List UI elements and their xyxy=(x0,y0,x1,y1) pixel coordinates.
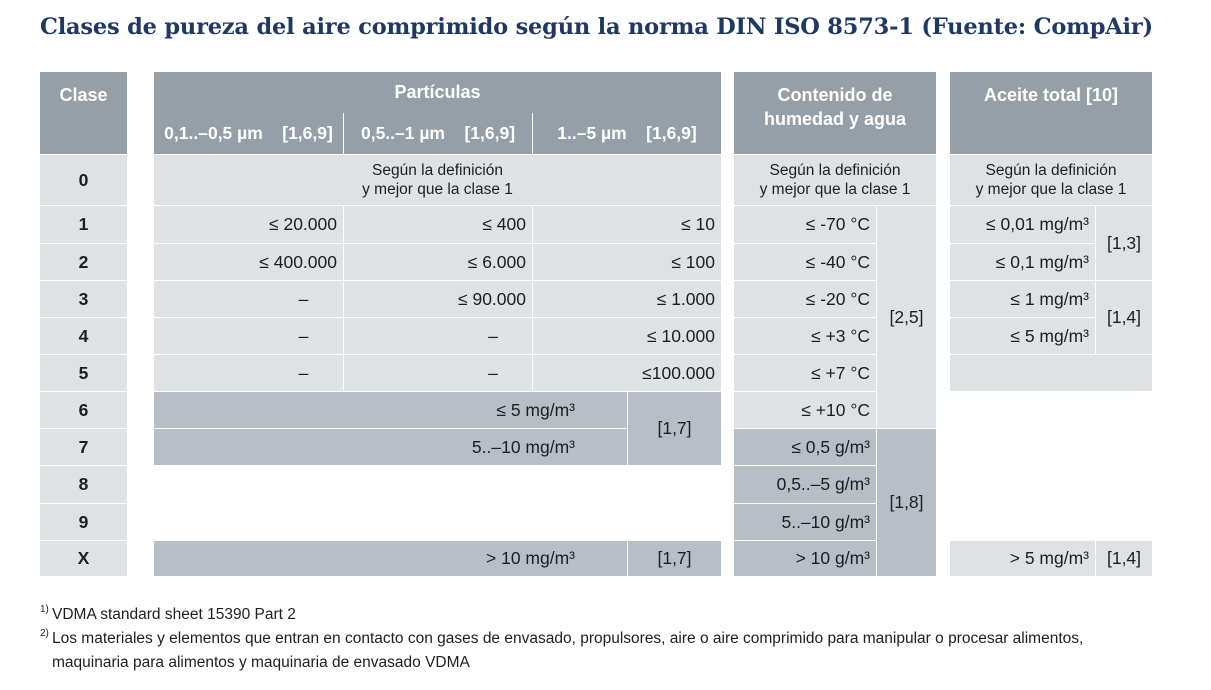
header-clase: Clase xyxy=(40,72,127,154)
particles-r3-c3: ≤ 1.000 xyxy=(532,280,721,317)
humidity-class9: 5..–10 g/m³ xyxy=(734,503,876,540)
footnote-1: 1) VDMA standard sheet 15390 Part 2 xyxy=(40,604,296,624)
humidity-class0-line2: y mejor que la clase 1 xyxy=(759,181,911,198)
oil-class0-line1: Según la definición xyxy=(985,162,1117,179)
humidity-class-x: > 10 g/m³ xyxy=(734,540,876,576)
header-humedad-line2: humedad y agua xyxy=(763,109,907,129)
header-particles-0-5-1: 0,5..–1 µm [1,6,9] xyxy=(343,113,532,154)
particles-r1-c1: ≤ 20.000 xyxy=(154,205,343,243)
particles-mass-ref-x: [1,7] xyxy=(627,540,721,576)
class-label-5: 5 xyxy=(40,354,127,391)
footnote-2-text-line2: maquinaria para alimentos y maquinaria d… xyxy=(52,654,470,671)
class-label-0: 0 xyxy=(40,154,127,205)
oil-class0-line2: y mejor que la clase 1 xyxy=(975,181,1127,198)
particles-r2-c3: ≤ 100 xyxy=(532,243,721,280)
oil-class5-empty xyxy=(950,354,1152,391)
header-particles-0-1-0-5: 0,1..–0,5 µm [1,6,9] xyxy=(154,113,343,154)
footnote-1-text: VDMA standard sheet 15390 Part 2 xyxy=(52,606,296,623)
particles-r1-c3: ≤ 10 xyxy=(532,205,721,243)
oil-class4: ≤ 5 mg/m³ xyxy=(950,317,1095,354)
humidity-ref-1-6: [2,5] xyxy=(876,205,936,428)
page-title: Clases de pureza del aire comprimido seg… xyxy=(40,14,1154,40)
class-label-9: 9 xyxy=(40,503,127,540)
humidity-class2: ≤ -40 °C xyxy=(734,243,876,280)
particles-r5-c3: ≤100.000 xyxy=(532,354,721,391)
particles-class0-line2: y mejor que la clase 1 xyxy=(362,181,513,198)
humidity-class8: 0,5..–5 g/m³ xyxy=(734,465,876,503)
oil-class0-definition: Según la definición y mejor que la clase… xyxy=(950,154,1152,205)
particles-mass-ref-6-7: [1,7] xyxy=(627,391,721,465)
class-label-3: 3 xyxy=(40,280,127,317)
humidity-ref-7-x: [1,8] xyxy=(876,428,936,576)
particles-mass-class-x: > 10 mg/m³ xyxy=(154,540,627,576)
humidity-class4: ≤ +3 °C xyxy=(734,317,876,354)
particles-r3-c1: – xyxy=(154,280,343,317)
header-aceite: Aceite total [10] xyxy=(950,72,1152,154)
oil-ref-1-2: [1,3] xyxy=(1095,205,1152,280)
humidity-class0-line1: Según la definición xyxy=(769,162,901,179)
particles-r4-c2: – xyxy=(343,317,532,354)
footnote-2-mark: 2) xyxy=(40,628,49,639)
oil-class2: ≤ 0,1 mg/m³ xyxy=(950,243,1095,280)
humidity-class1: ≤ -70 °C xyxy=(734,205,876,243)
oil-class-x: > 5 mg/m³ xyxy=(950,540,1095,576)
humidity-class5: ≤ +7 °C xyxy=(734,354,876,391)
header-particulas: Partículas xyxy=(154,72,721,113)
header-humedad-line1: Contenido de xyxy=(777,85,893,105)
class-label-7: 7 xyxy=(40,428,127,465)
header-particles-1-5: 1..–5 µm [1,6,9] xyxy=(532,113,721,154)
particles-r2-c1: ≤ 400.000 xyxy=(154,243,343,280)
footnote-2-text: Los materiales y elementos que entran en… xyxy=(52,630,1084,647)
class-label-4: 4 xyxy=(40,317,127,354)
particles-r1-c2: ≤ 400 xyxy=(343,205,532,243)
oil-ref-x: [1,4] xyxy=(1095,540,1152,576)
class-label-6: 6 xyxy=(40,391,127,428)
oil-class3: ≤ 1 mg/m³ xyxy=(950,280,1095,317)
particles-class0-line1: Según la definición xyxy=(372,162,503,179)
humidity-class3: ≤ -20 °C xyxy=(734,280,876,317)
footnote-2: 2) Los materiales y elementos que entran… xyxy=(40,628,1083,648)
particles-r4-c1: – xyxy=(154,317,343,354)
class-label-8: 8 xyxy=(40,465,127,503)
class-label-x: X xyxy=(40,540,127,576)
header-humedad: Contenido de humedad y agua xyxy=(734,72,936,154)
particles-mass-class7: 5..–10 mg/m³ xyxy=(154,428,627,465)
humidity-class7: ≤ 0,5 g/m³ xyxy=(734,428,876,465)
oil-ref-3-4: [1,4] xyxy=(1095,280,1152,354)
particles-mass-class6: ≤ 5 mg/m³ xyxy=(154,391,627,428)
particles-r4-c3: ≤ 10.000 xyxy=(532,317,721,354)
class-label-1: 1 xyxy=(40,205,127,243)
particles-r3-c2: ≤ 90.000 xyxy=(343,280,532,317)
particles-r5-c2: – xyxy=(343,354,532,391)
particles-r5-c1: – xyxy=(154,354,343,391)
particles-class0-definition: Según la definición y mejor que la clase… xyxy=(154,154,721,205)
class-label-2: 2 xyxy=(40,243,127,280)
footnote-1-mark: 1) xyxy=(40,604,49,615)
oil-class1: ≤ 0,01 mg/m³ xyxy=(950,205,1095,243)
particles-r2-c2: ≤ 6.000 xyxy=(343,243,532,280)
humidity-class6: ≤ +10 °C xyxy=(734,391,876,428)
humidity-class0-definition: Según la definición y mejor que la clase… xyxy=(734,154,936,205)
